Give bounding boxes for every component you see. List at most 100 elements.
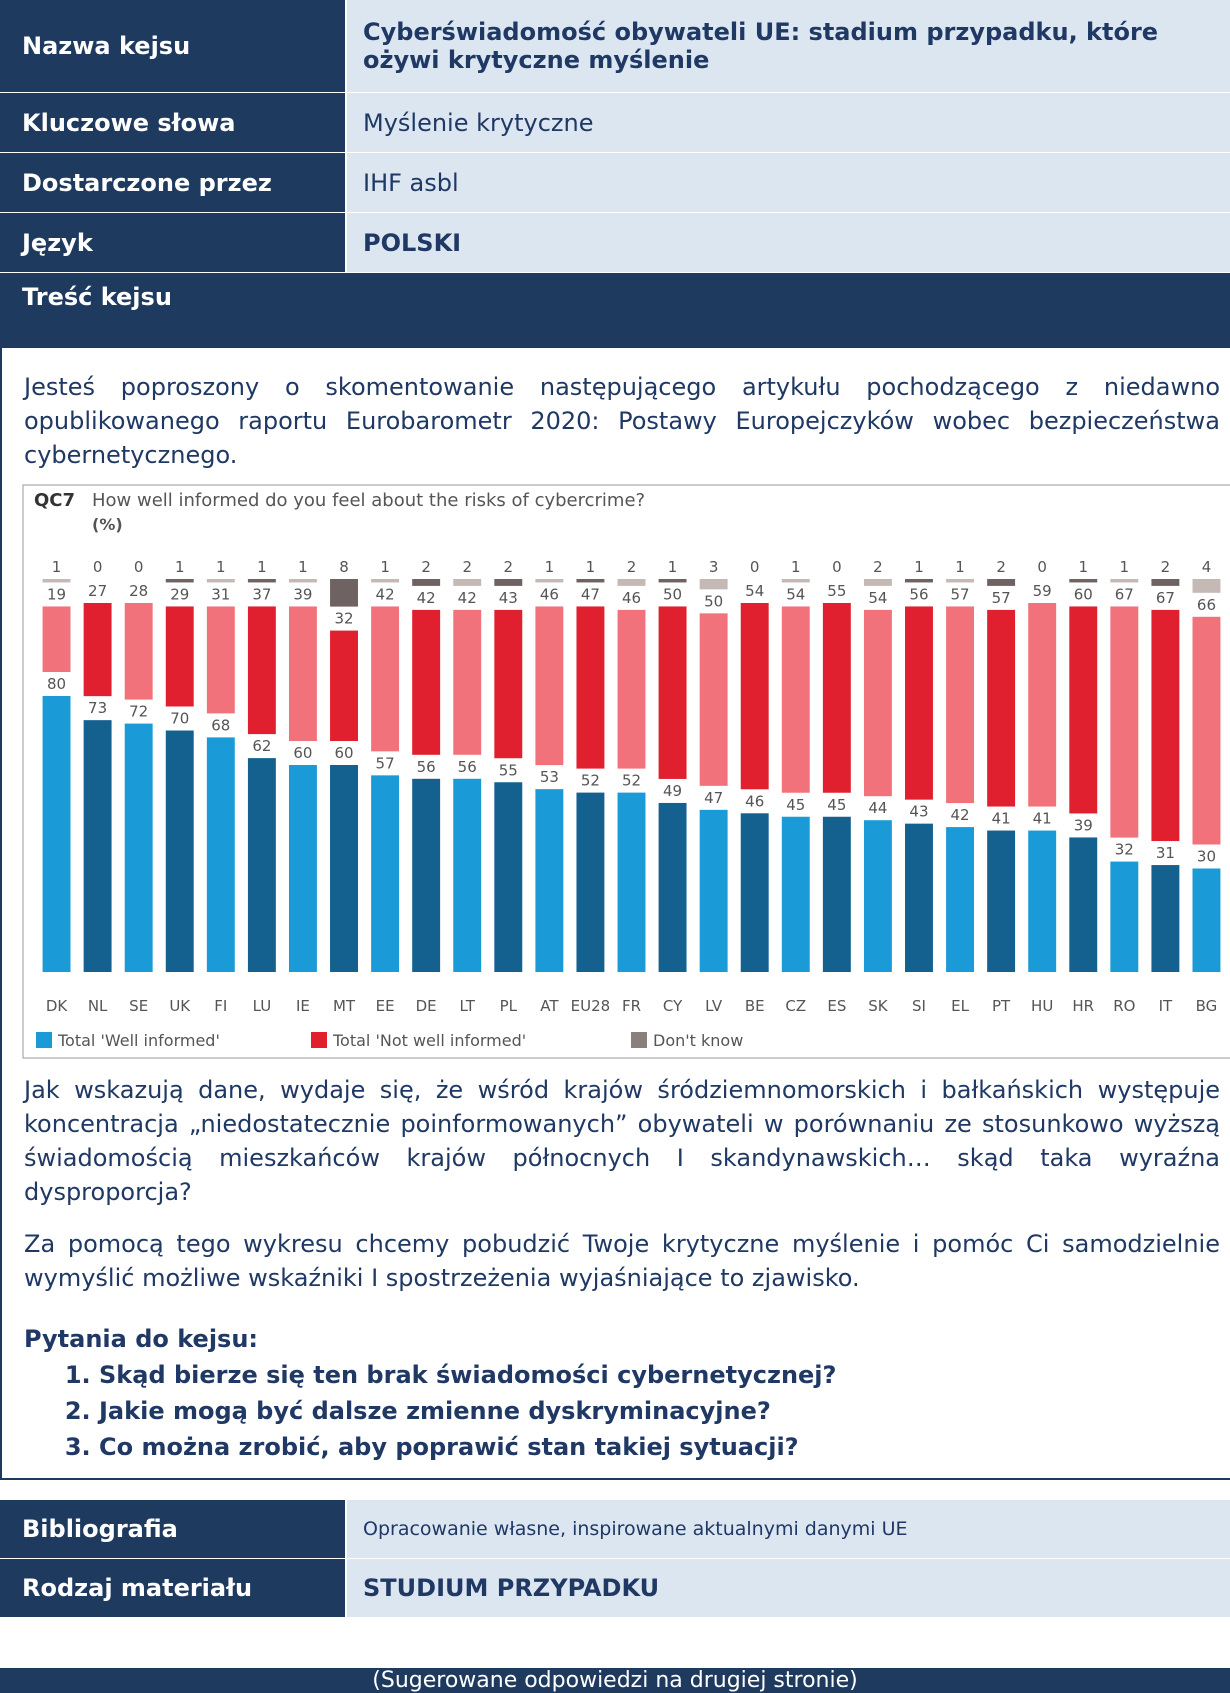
value-label: 31 bbox=[1156, 844, 1175, 862]
value-label: 70 bbox=[170, 710, 189, 728]
bar-segment bbox=[1192, 868, 1221, 972]
bar-segment bbox=[699, 809, 728, 972]
bar-segment bbox=[124, 603, 153, 700]
value-label: 41 bbox=[1033, 810, 1052, 828]
bar-segment bbox=[1151, 609, 1180, 842]
value-label: 31 bbox=[211, 585, 230, 603]
value-label: 0 bbox=[832, 558, 842, 576]
legend-label: Total 'Well informed' bbox=[57, 1031, 220, 1050]
x-tick-label: FI bbox=[214, 997, 227, 1015]
bar-segment bbox=[699, 613, 728, 786]
bar-segment bbox=[658, 606, 687, 779]
value-label: 72 bbox=[129, 703, 148, 721]
bar-segment bbox=[576, 792, 605, 972]
bar-segment bbox=[83, 720, 112, 972]
bar-segment bbox=[740, 813, 769, 972]
value-label: 54 bbox=[786, 585, 805, 603]
value-label: 39 bbox=[1074, 816, 1093, 834]
row: Nazwa kejsu Cyberświadomość obywateli UE:… bbox=[0, 0, 1230, 93]
row: Kluczowe słowa Myślenie krytyczne bbox=[0, 93, 1230, 153]
bar-segment bbox=[288, 579, 317, 583]
x-tick-label: EL bbox=[951, 997, 969, 1015]
value-label: 4 bbox=[1202, 558, 1212, 576]
value-label: 2 bbox=[873, 558, 883, 576]
bar-segment bbox=[1192, 616, 1221, 845]
x-tick-label: SE bbox=[129, 997, 148, 1015]
value-label: 50 bbox=[663, 585, 682, 603]
bar-segment bbox=[822, 603, 851, 793]
bar-segment bbox=[494, 782, 523, 972]
x-tick-label: PT bbox=[992, 997, 1011, 1015]
bar-segment bbox=[494, 609, 523, 759]
value-label: 60 bbox=[293, 744, 312, 762]
label: Nazwa kejsu bbox=[0, 0, 345, 92]
x-tick-label: ES bbox=[827, 997, 846, 1015]
bar-segment bbox=[412, 609, 441, 755]
label: Rodzaj materiału bbox=[0, 1559, 345, 1617]
value-label: 19 bbox=[47, 585, 66, 603]
bar-segment bbox=[371, 579, 400, 583]
bar-segment bbox=[905, 823, 933, 972]
x-tick-label: SI bbox=[912, 997, 926, 1015]
bar-segment bbox=[1069, 579, 1098, 583]
value-label: 60 bbox=[1074, 585, 1093, 603]
value-label: 41 bbox=[992, 810, 1011, 828]
value: Myślenie krytyczne bbox=[345, 93, 1230, 152]
chart-unit: (%) bbox=[92, 515, 123, 534]
bar-segment bbox=[781, 606, 810, 793]
bar-segment bbox=[617, 579, 646, 586]
legend-label: Don't know bbox=[653, 1031, 743, 1050]
value-label: 60 bbox=[334, 744, 353, 762]
legend-label: Total 'Not well informed' bbox=[332, 1031, 526, 1050]
bar-segment bbox=[247, 579, 276, 583]
value-label: 56 bbox=[458, 758, 477, 776]
x-tick-label: RO bbox=[1113, 997, 1135, 1015]
value: Cyberświadomość obywateli UE: stadium pr… bbox=[345, 0, 1230, 92]
value-label: 67 bbox=[1115, 585, 1134, 603]
value-label: 1 bbox=[545, 558, 555, 576]
footer-table: Bibliografia Opracowanie własne, inspirow… bbox=[0, 1478, 1230, 1618]
bar-segment bbox=[535, 579, 564, 583]
value-label: 44 bbox=[868, 799, 887, 817]
bar-segment bbox=[1192, 579, 1221, 593]
value-label: 45 bbox=[786, 796, 805, 814]
value: Opracowanie własne, inspirowane aktualny… bbox=[345, 1500, 1230, 1558]
value-label: 52 bbox=[622, 772, 641, 790]
bar-segment bbox=[371, 606, 400, 752]
value-label: 54 bbox=[868, 589, 887, 607]
value-label: 2 bbox=[996, 558, 1006, 576]
bar-segment bbox=[535, 789, 564, 972]
value-label: 42 bbox=[458, 589, 477, 607]
value-label: 27 bbox=[88, 582, 107, 600]
value: POLSKI bbox=[345, 213, 1230, 272]
x-tick-label: FR bbox=[622, 997, 641, 1015]
value-label: 28 bbox=[129, 582, 148, 600]
value-label: 52 bbox=[581, 772, 600, 790]
value-label: 1 bbox=[914, 558, 924, 576]
x-tick-label: UK bbox=[169, 997, 191, 1015]
x-tick-label: EE bbox=[376, 997, 395, 1015]
label: Bibliografia bbox=[0, 1500, 345, 1558]
value-label: 2 bbox=[504, 558, 514, 576]
row: Bibliografia Opracowanie własne, inspirow… bbox=[0, 1500, 1230, 1559]
value-label: 30 bbox=[1197, 848, 1216, 866]
value-label: 1 bbox=[668, 558, 678, 576]
bar-segment bbox=[863, 579, 892, 586]
label: Dostarczone przez bbox=[0, 153, 345, 212]
value-label: 57 bbox=[376, 754, 395, 772]
bar-segment bbox=[946, 827, 975, 972]
x-tick-label: SK bbox=[868, 997, 889, 1015]
value-label: 42 bbox=[376, 585, 395, 603]
legend-swatch bbox=[631, 1032, 647, 1048]
bar-segment bbox=[330, 630, 358, 741]
value-label: 45 bbox=[827, 796, 846, 814]
bar-segment bbox=[699, 579, 728, 590]
x-tick-label: IE bbox=[296, 997, 310, 1015]
value-label: 1 bbox=[52, 558, 62, 576]
value-label: 46 bbox=[745, 792, 764, 810]
bar-segment bbox=[206, 606, 235, 714]
bar-segment bbox=[453, 609, 482, 755]
bar-segment bbox=[42, 696, 71, 972]
bar-segment bbox=[658, 802, 687, 972]
value-label: 1 bbox=[216, 558, 226, 576]
